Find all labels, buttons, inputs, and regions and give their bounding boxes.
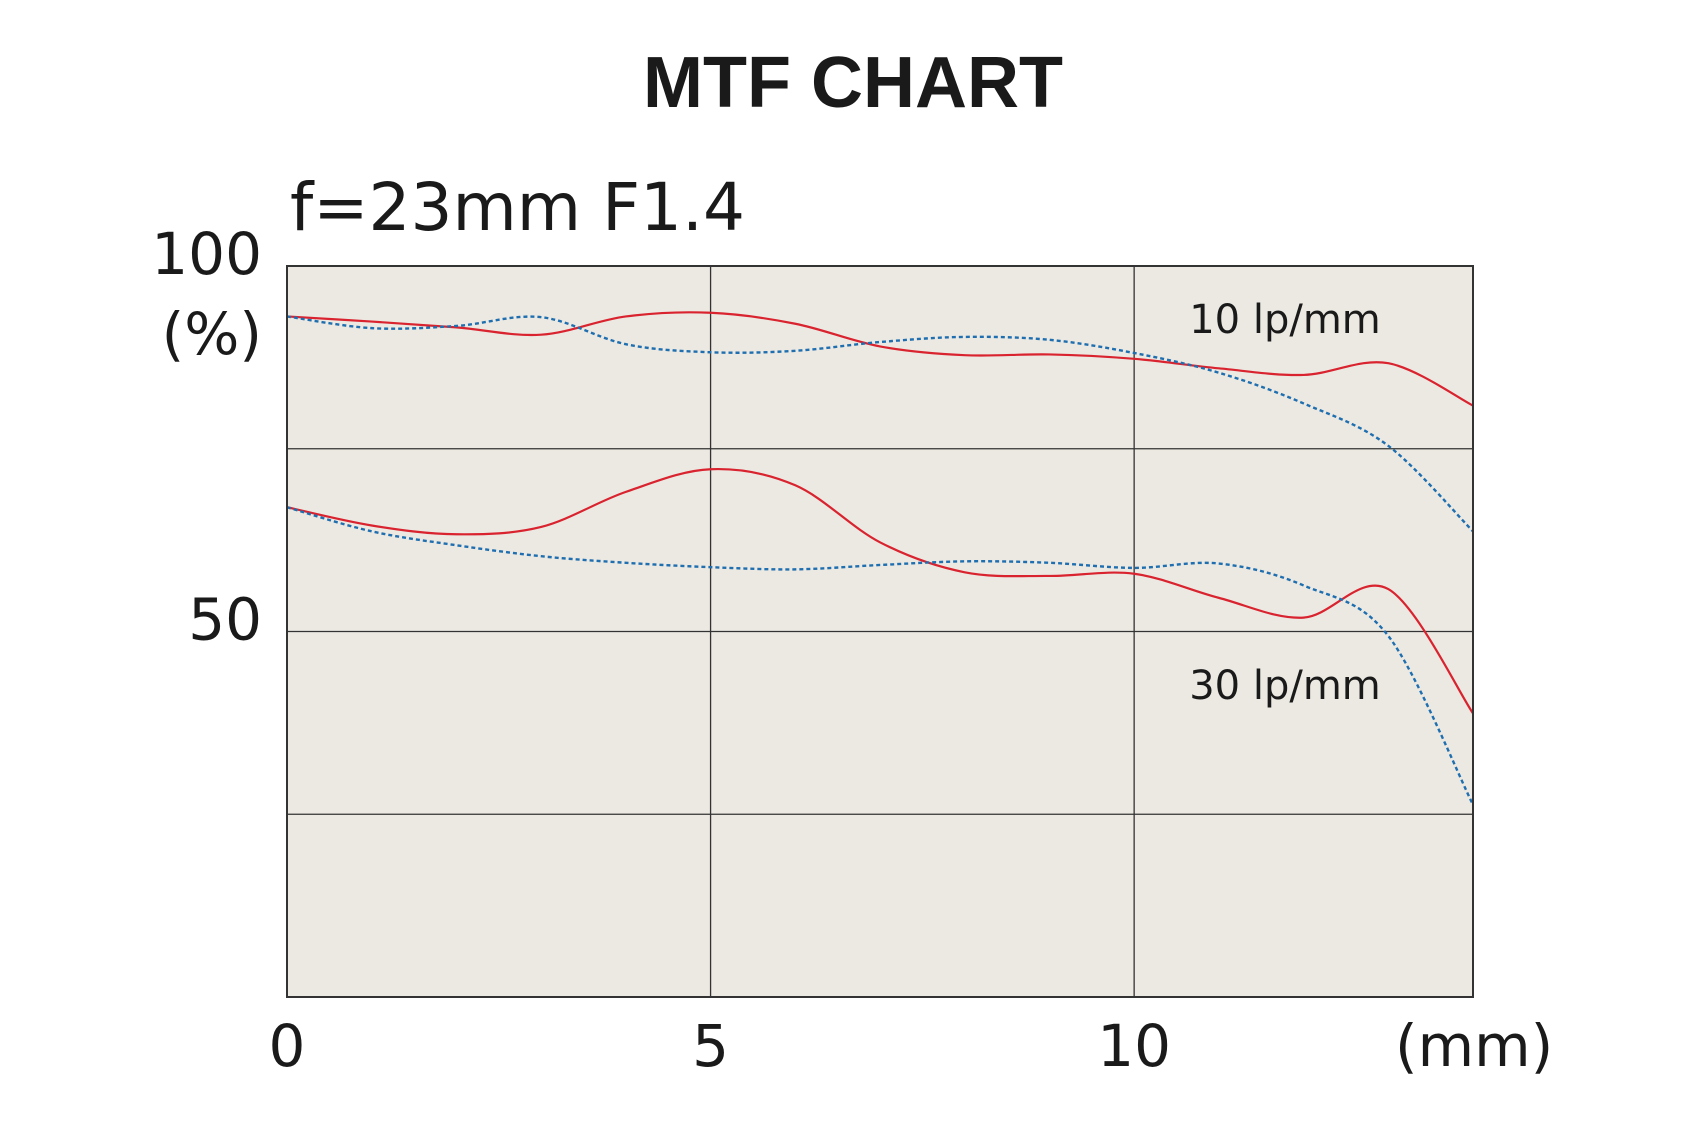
series-line <box>286 311 1474 407</box>
series-annotation: 30 lp/mm <box>1189 663 1381 709</box>
y-tick-label: 100 <box>151 220 262 288</box>
series-line <box>286 315 1474 533</box>
x-tick-label: 10 <box>1097 1012 1171 1080</box>
plot-frame <box>286 265 1474 998</box>
series-line <box>286 467 1474 714</box>
chart-subtitle: f=23mm F1.4 <box>290 169 745 246</box>
y-tick-label: 50 <box>188 586 262 654</box>
series-annotation: 10 lp/mm <box>1189 297 1381 343</box>
chart-title: MTF CHART <box>643 43 1063 123</box>
x-axis-label: (mm) <box>1395 1012 1553 1080</box>
series-line <box>286 506 1475 806</box>
x-tick-label: 0 <box>269 1012 306 1080</box>
x-tick-label: 5 <box>692 1012 729 1080</box>
y-axis-label: (%) <box>162 300 262 368</box>
